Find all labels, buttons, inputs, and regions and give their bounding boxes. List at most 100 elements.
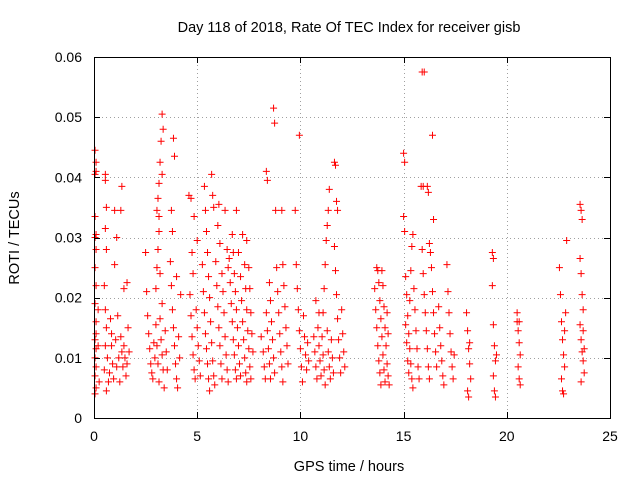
data-point [224,264,232,272]
data-point [426,249,434,257]
data-point [91,336,99,344]
x-tick-label: 5 [193,428,201,444]
data-point [400,149,408,157]
data-point [424,363,432,371]
data-point [101,342,109,350]
data-point [262,167,270,175]
data-point [91,372,99,380]
data-point [227,300,235,308]
data-point [194,342,202,350]
data-point [262,309,270,317]
data-point [174,384,182,392]
data-point [576,255,584,263]
y-tick-label: 0.06 [55,49,82,65]
data-point [209,191,217,199]
data-point [264,345,272,353]
data-point [466,339,474,347]
data-point [303,366,311,374]
data-point [272,206,280,214]
data-point [155,212,163,220]
data-point [223,246,231,254]
data-point [118,182,126,190]
data-point [158,170,166,178]
data-point [205,375,213,383]
data-point [142,249,150,257]
data-point [313,375,321,383]
data-point [243,237,251,245]
data-point [109,360,117,368]
data-point [466,360,474,368]
data-point [241,261,249,269]
data-point [438,357,446,365]
data-point [117,333,125,341]
data-point [414,363,422,371]
data-point [312,363,320,371]
data-point [280,282,288,290]
data-point [92,384,100,392]
data-point [406,297,414,305]
data-point [168,306,176,314]
data-point [333,291,341,299]
data-point [318,333,326,341]
data-point [186,291,194,299]
data-point [304,339,312,347]
data-point [319,351,327,359]
data-point [157,336,165,344]
data-point [465,393,473,401]
data-point [563,237,571,245]
data-point [372,306,380,314]
data-point [560,351,568,359]
data-point [221,333,229,341]
data-point [245,345,253,353]
data-point [273,264,281,272]
data-point [560,390,568,398]
data-point [112,336,120,344]
data-point [271,369,279,377]
data-point [561,363,569,371]
data-point [159,125,167,133]
data-point [91,170,99,178]
data-point [170,342,178,350]
data-point [156,315,164,323]
data-point [209,357,217,365]
data-point [191,375,199,383]
data-point [279,378,287,386]
data-point [116,378,124,386]
data-point [192,306,200,314]
x-tick-label: 15 [396,428,412,444]
data-point [263,176,271,184]
data-point [120,285,128,293]
data-point [488,282,496,290]
data-point [404,312,412,320]
data-point [340,348,348,356]
data-point [436,324,444,332]
data-point [410,285,418,293]
data-point [383,360,391,368]
data-point [206,387,214,395]
data-point [108,330,116,338]
data-point [160,384,168,392]
data-point [515,339,523,347]
data-point [150,339,158,347]
data-point [425,240,433,248]
data-point [428,288,436,296]
data-point [177,291,185,299]
data-point [331,267,339,275]
data-point [268,318,276,326]
data-point [373,264,381,272]
data-point [100,366,108,374]
data-point [193,237,201,245]
data-point [113,234,121,241]
data-point [305,357,313,365]
data-point [579,357,587,365]
data-point [380,366,388,374]
data-point [379,282,387,290]
data-point [240,336,248,344]
data-point [259,348,267,356]
data-point [199,288,207,296]
data-point [381,378,389,386]
data-point [211,381,219,389]
data-point [580,345,588,353]
data-point [233,324,241,332]
